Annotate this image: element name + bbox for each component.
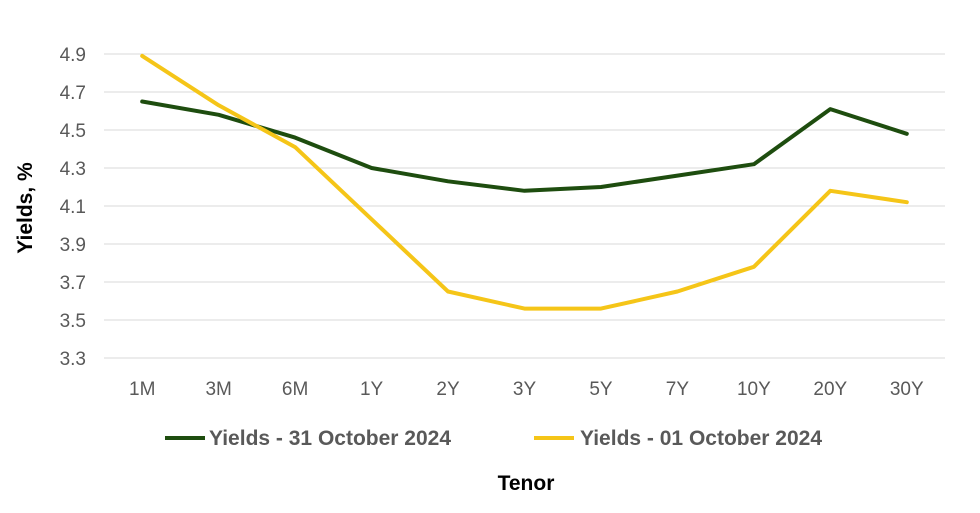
legend-label-series-2: Yields - 01 October 2024 — [580, 427, 822, 450]
x-tick-label: 1Y — [360, 379, 384, 400]
x-tick-label: 20Y — [813, 379, 847, 400]
series-lines — [140, 53, 909, 311]
x-tick-label: 10Y — [737, 379, 771, 400]
legend-label-series-1: Yields - 31 October 2024 — [209, 427, 451, 450]
y-tick-label: 3.5 — [60, 311, 86, 332]
legend: Yields - 31 October 2024 Yields - 01 Oct… — [165, 427, 822, 450]
x-tick-label: 1M — [129, 379, 155, 400]
y-axis-title: Yields, % — [14, 162, 37, 254]
y-tick-label: 3.9 — [60, 235, 86, 256]
x-axis-ticks: 1M 3M 6M 1Y 2Y 3Y 5Y 7Y 10Y 20Y 30Y — [129, 379, 924, 400]
y-axis-ticks: 3.3 3.5 3.7 3.9 4.1 4.3 4.5 4.7 4.9 — [60, 45, 86, 370]
x-tick-label: 6M — [282, 379, 308, 400]
x-tick-label: 2Y — [436, 379, 460, 400]
x-tick-label: 7Y — [666, 379, 690, 400]
y-tick-label: 4.5 — [60, 121, 86, 142]
x-tick-label: 3M — [205, 379, 231, 400]
y-tick-label: 4.7 — [60, 83, 86, 104]
gridlines — [104, 53, 945, 359]
x-axis-title: Tenor — [498, 472, 555, 495]
x-tick-label: 3Y — [513, 379, 537, 400]
y-tick-label: 4.1 — [60, 197, 86, 218]
series-line-2 — [140, 53, 909, 311]
x-tick-label: 30Y — [890, 379, 924, 400]
y-tick-label: 4.3 — [60, 159, 86, 180]
y-tick-label: 4.9 — [60, 45, 86, 66]
x-tick-label: 5Y — [589, 379, 613, 400]
y-tick-label: 3.7 — [60, 273, 86, 294]
series-line-1 — [140, 99, 909, 193]
y-tick-label: 3.3 — [60, 349, 86, 370]
